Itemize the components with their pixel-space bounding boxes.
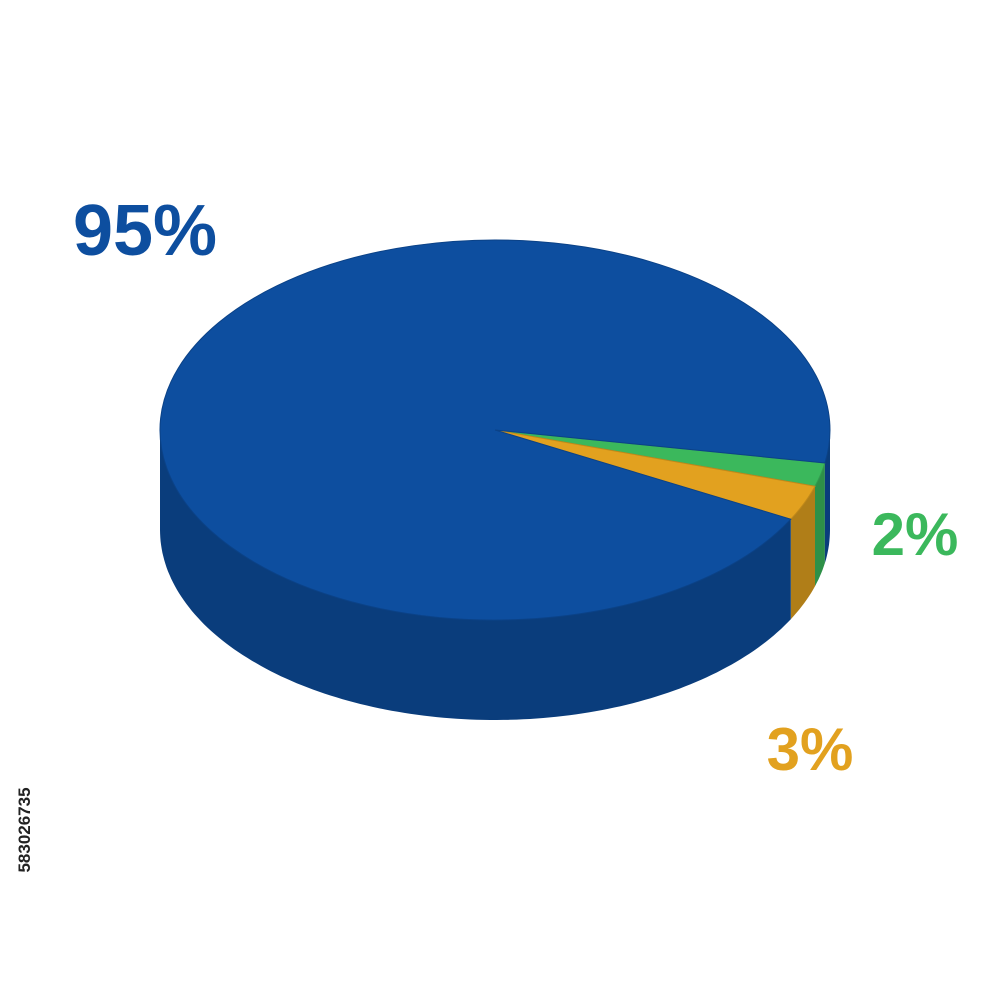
value-label: 3%	[767, 716, 854, 783]
stock-id: 583026735	[15, 787, 34, 872]
slice-top	[159, 239, 831, 621]
slice-side	[815, 463, 825, 587]
slice-side	[824, 430, 830, 563]
slice-side	[790, 486, 815, 620]
value-label: 95%	[73, 191, 217, 271]
value-label: 2%	[872, 501, 959, 568]
slice-side	[160, 430, 791, 720]
